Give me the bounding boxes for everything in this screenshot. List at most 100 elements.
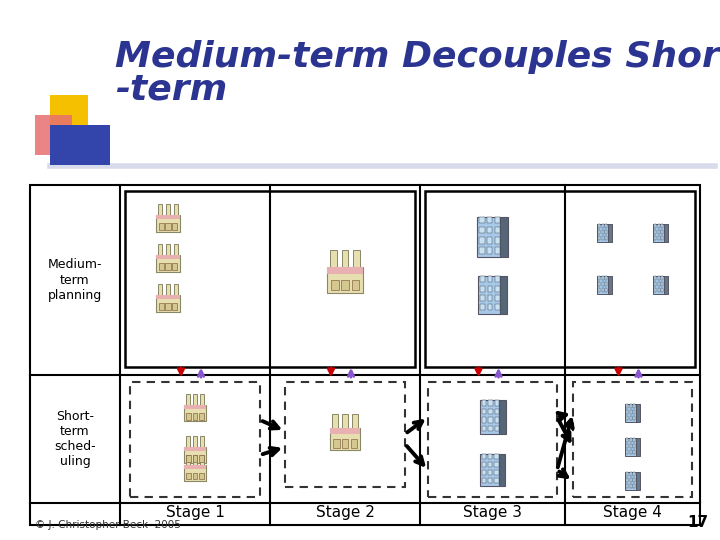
Bar <box>598 275 600 280</box>
Bar <box>626 471 629 476</box>
Bar <box>341 280 349 291</box>
Bar <box>661 236 663 240</box>
Bar <box>625 403 636 422</box>
Bar <box>495 408 499 414</box>
Bar <box>184 447 207 451</box>
Text: © J. Christopher Beck  2005: © J. Christopher Beck 2005 <box>35 520 181 530</box>
Bar <box>606 230 607 234</box>
Bar <box>156 294 180 312</box>
Bar <box>495 286 500 292</box>
Bar <box>488 470 492 475</box>
Bar <box>172 303 177 310</box>
Bar <box>664 224 667 242</box>
Bar <box>661 224 663 228</box>
Bar <box>199 473 204 479</box>
Bar <box>186 413 191 420</box>
Bar <box>602 230 604 234</box>
Bar <box>495 478 499 483</box>
Bar <box>630 444 632 448</box>
Bar <box>200 394 204 406</box>
Bar <box>172 223 177 230</box>
Bar <box>658 230 660 234</box>
Bar <box>630 471 632 476</box>
Bar <box>499 454 505 486</box>
Polygon shape <box>50 95 88 130</box>
Bar <box>184 447 207 463</box>
Bar <box>598 224 608 242</box>
Bar <box>654 236 657 240</box>
Bar <box>330 428 361 434</box>
Bar <box>482 408 486 414</box>
Bar <box>602 282 604 286</box>
Polygon shape <box>35 115 72 155</box>
Bar <box>156 214 180 232</box>
Bar <box>634 478 635 482</box>
Bar <box>477 217 500 258</box>
Bar <box>193 455 197 466</box>
Bar <box>598 282 600 286</box>
Bar <box>354 250 360 268</box>
Bar <box>602 275 604 280</box>
Bar <box>166 303 171 310</box>
Bar <box>482 400 486 406</box>
Bar <box>654 230 657 234</box>
Bar <box>352 414 358 429</box>
Bar <box>30 185 700 525</box>
Bar <box>608 275 612 294</box>
Bar <box>480 227 485 233</box>
Bar <box>495 426 499 431</box>
Bar <box>200 455 204 466</box>
Bar <box>166 223 171 230</box>
Bar <box>333 439 340 448</box>
Bar <box>495 400 499 406</box>
Bar <box>495 276 500 282</box>
Bar <box>156 294 180 299</box>
Bar <box>327 267 363 273</box>
Bar <box>186 455 191 462</box>
Bar <box>186 455 190 466</box>
Bar <box>285 382 405 487</box>
Bar <box>488 417 492 422</box>
Bar <box>482 470 486 475</box>
Bar <box>487 227 492 233</box>
Bar <box>487 305 492 310</box>
Bar <box>495 305 500 310</box>
Bar <box>330 428 361 450</box>
Bar <box>626 484 629 488</box>
Bar <box>482 454 486 459</box>
Bar <box>602 224 604 228</box>
Bar <box>495 462 499 467</box>
Bar <box>626 450 629 454</box>
Bar <box>480 276 485 282</box>
Bar <box>480 237 485 244</box>
Bar <box>495 295 500 301</box>
Bar <box>495 470 499 475</box>
Text: Medium-term Decouples Short: Medium-term Decouples Short <box>115 40 720 74</box>
Bar <box>573 382 692 497</box>
Bar <box>495 217 500 223</box>
Text: 17: 17 <box>687 515 708 530</box>
Bar <box>480 286 485 292</box>
Bar <box>625 471 636 490</box>
Bar <box>192 455 197 462</box>
Bar <box>342 414 348 429</box>
Bar <box>634 471 635 476</box>
Text: Stage 2: Stage 2 <box>315 505 374 521</box>
Bar <box>200 436 204 448</box>
Bar <box>634 444 635 448</box>
Bar <box>199 413 204 420</box>
Bar <box>186 394 189 406</box>
Bar <box>654 275 657 280</box>
Bar <box>488 478 492 483</box>
Bar <box>634 416 635 420</box>
Bar <box>488 400 492 406</box>
Bar <box>664 275 667 294</box>
Bar <box>184 405 207 421</box>
Bar <box>184 465 206 469</box>
Bar <box>625 437 636 456</box>
Bar <box>661 288 663 292</box>
Bar <box>174 284 178 295</box>
Bar <box>487 247 492 254</box>
Bar <box>158 244 163 255</box>
Bar <box>158 223 163 230</box>
